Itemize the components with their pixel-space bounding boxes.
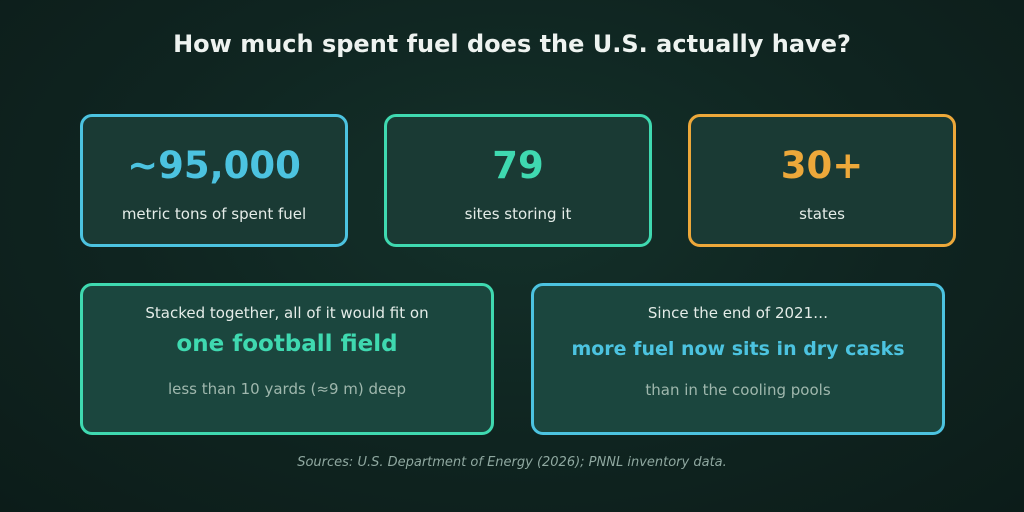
source-note: Sources: U.S. Department of Energy (2026… <box>297 455 727 470</box>
fact-intro-football: Stacked together, all of it would fit on <box>145 304 429 322</box>
stat-label-states: states <box>799 205 845 223</box>
stat-card-spent-fuel: ~95,000 metric tons of spent fuel <box>80 114 348 247</box>
fact-intro-dry-casks: Since the end of 2021… <box>647 304 829 322</box>
fact-detail-dry-casks: than in the cooling pools <box>645 381 831 399</box>
stat-value-sites: 79 <box>492 144 544 187</box>
stat-label-tons: metric tons of spent fuel <box>121 205 307 223</box>
fact-detail-football: less than 10 yards (≈9 m) deep <box>167 380 407 398</box>
stat-card-states: 30+ states <box>688 114 956 247</box>
fact-card-dry-casks: Since the end of 2021… more fuel now sit… <box>531 283 945 435</box>
page-title: How much spent fuel does the U.S. actual… <box>173 30 851 58</box>
stat-label-sites: sites storing it <box>464 205 572 223</box>
fact-highlight-dry-casks: more fuel now sits in dry casks <box>571 338 905 360</box>
stat-value-tons: ~95,000 <box>127 144 301 187</box>
fact-card-football-field: Stacked together, all of it would fit on… <box>80 283 494 435</box>
stat-card-sites: 79 sites storing it <box>384 114 652 247</box>
stat-value-states: 30+ <box>780 144 864 187</box>
fact-highlight-football: one football field <box>176 331 398 357</box>
